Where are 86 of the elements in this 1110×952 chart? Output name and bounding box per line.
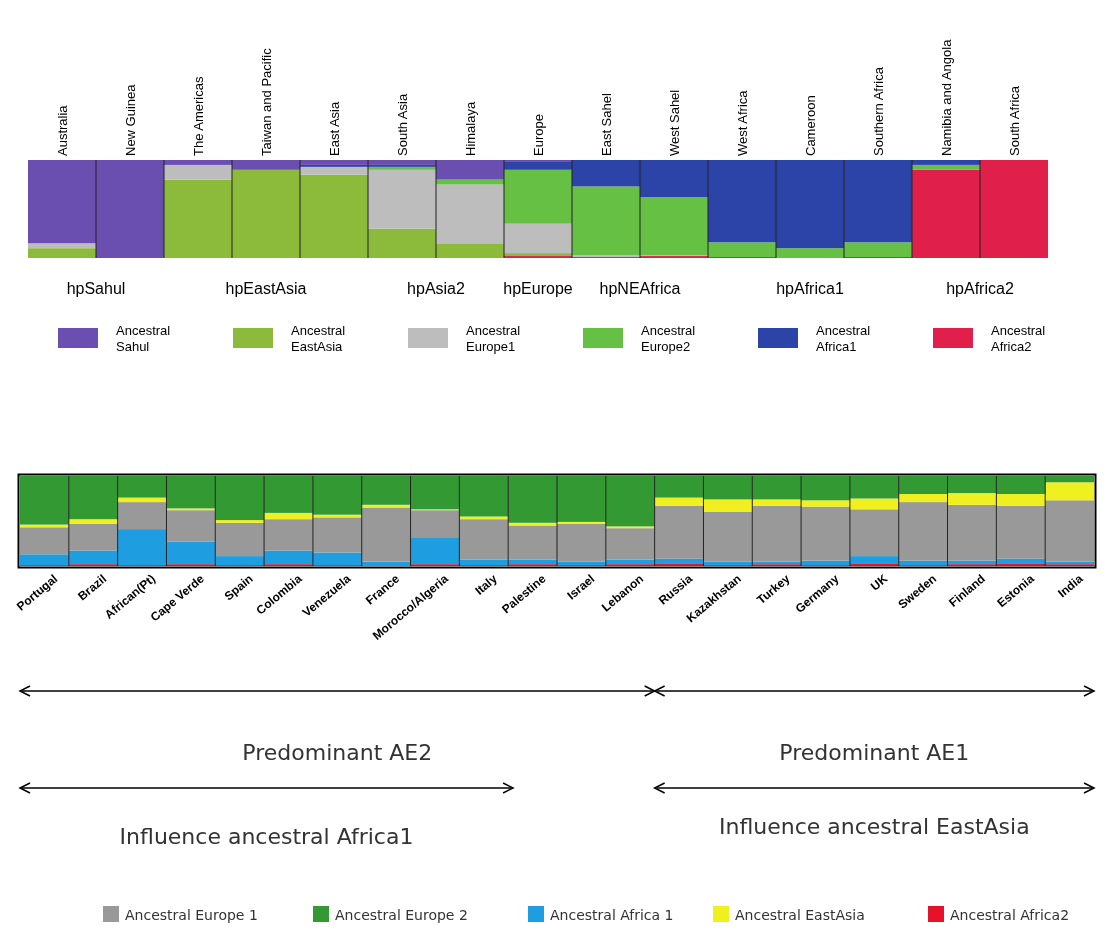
bar bbox=[844, 160, 912, 243]
legend-label: Ancestral Africa1 bbox=[816, 323, 871, 354]
bar bbox=[508, 522, 557, 526]
bar bbox=[368, 160, 436, 165]
x-tick-label: Italy bbox=[472, 571, 500, 598]
bar bbox=[232, 160, 300, 170]
bar bbox=[436, 179, 504, 185]
bar bbox=[28, 160, 96, 244]
bar bbox=[776, 160, 844, 249]
x-tick-label: Southern Africa bbox=[871, 66, 886, 156]
text: hpAsia2 bbox=[407, 280, 466, 297]
bar bbox=[361, 504, 411, 508]
bar bbox=[801, 476, 850, 501]
bar bbox=[912, 169, 980, 258]
x-tick-label: East Asia bbox=[327, 101, 342, 156]
bar bbox=[708, 242, 776, 258]
text: Predominant AE2 bbox=[242, 740, 433, 765]
bar bbox=[436, 243, 504, 258]
text: Influence ancestral EastAsia bbox=[718, 814, 1030, 839]
bar bbox=[300, 166, 368, 175]
bar bbox=[368, 169, 436, 229]
bar bbox=[300, 174, 368, 258]
bar bbox=[264, 550, 313, 565]
legend-label: Ancestral Africa 1 bbox=[550, 907, 674, 923]
x-tick-label: Himalaya bbox=[463, 101, 478, 156]
bar bbox=[504, 161, 572, 170]
bar bbox=[801, 506, 850, 561]
text: Influence ancestral Africa1 bbox=[119, 824, 414, 849]
legend-label: Ancestral Africa2 bbox=[950, 907, 1070, 923]
x-tick-label: South Africa bbox=[1007, 85, 1022, 156]
bar bbox=[912, 164, 980, 170]
legend-label: Ancestral Europe 2 bbox=[335, 907, 468, 923]
legend-label: Ancestral Africa2 bbox=[991, 323, 1046, 354]
bar bbox=[504, 169, 572, 224]
bar bbox=[436, 160, 504, 180]
text: hpAfrica2 bbox=[946, 280, 1014, 297]
x-tick-label: Namibia and Angola bbox=[939, 38, 954, 156]
legend-label: Ancestral EastAsia bbox=[291, 323, 346, 354]
bar bbox=[215, 520, 265, 523]
bar bbox=[300, 160, 368, 165]
legend-label: Ancestral Europe2 bbox=[641, 323, 696, 354]
legend-label: Ancestral Europe1 bbox=[466, 323, 521, 354]
bar bbox=[164, 164, 232, 180]
bar bbox=[640, 197, 708, 256]
bar bbox=[232, 169, 300, 258]
x-tick-label: The Americas bbox=[191, 76, 206, 156]
x-tick-label: UK bbox=[867, 571, 891, 594]
bar bbox=[264, 512, 313, 520]
bar bbox=[68, 519, 118, 524]
legend-label: Ancestral Sahul bbox=[116, 323, 171, 354]
x-tick-label: Taiwan and Pacific bbox=[259, 47, 274, 156]
bar bbox=[572, 186, 640, 256]
bar bbox=[504, 223, 572, 254]
bar bbox=[801, 500, 850, 507]
text: hpAfrica1 bbox=[776, 280, 844, 297]
bar bbox=[912, 160, 980, 165]
bar bbox=[980, 160, 1048, 258]
bar bbox=[844, 242, 912, 258]
x-tick-label: West Sahel bbox=[667, 89, 682, 156]
text: hpEurope bbox=[503, 280, 573, 297]
x-tick-label: New Guinea bbox=[123, 83, 138, 156]
bar bbox=[436, 184, 504, 244]
text: hpSahul bbox=[66, 280, 126, 297]
text: hpEastAsia bbox=[225, 280, 307, 297]
legend-label: Ancestral EastAsia bbox=[735, 907, 865, 923]
x-tick-label: Australia bbox=[55, 104, 70, 156]
text: Predominant AE1 bbox=[779, 740, 970, 765]
bar bbox=[708, 160, 776, 243]
bar bbox=[264, 476, 313, 513]
bar bbox=[264, 519, 313, 551]
bar bbox=[164, 179, 232, 258]
x-tick-label: Cameroon bbox=[803, 95, 818, 156]
bar bbox=[776, 248, 844, 258]
legend-label: Ancestral Europe 1 bbox=[125, 907, 258, 923]
bar bbox=[96, 160, 164, 258]
bar bbox=[28, 248, 96, 258]
x-tick-label: West Africa bbox=[735, 89, 750, 156]
bar bbox=[368, 228, 436, 258]
x-tick-label: South Asia bbox=[395, 93, 410, 156]
bar bbox=[28, 243, 96, 249]
text: hpNEAfrica bbox=[599, 280, 681, 297]
bar bbox=[572, 160, 640, 187]
bar bbox=[640, 160, 708, 198]
x-tick-label: East Sahel bbox=[599, 93, 614, 156]
x-tick-label: Europe bbox=[531, 114, 546, 156]
bar bbox=[164, 160, 232, 165]
